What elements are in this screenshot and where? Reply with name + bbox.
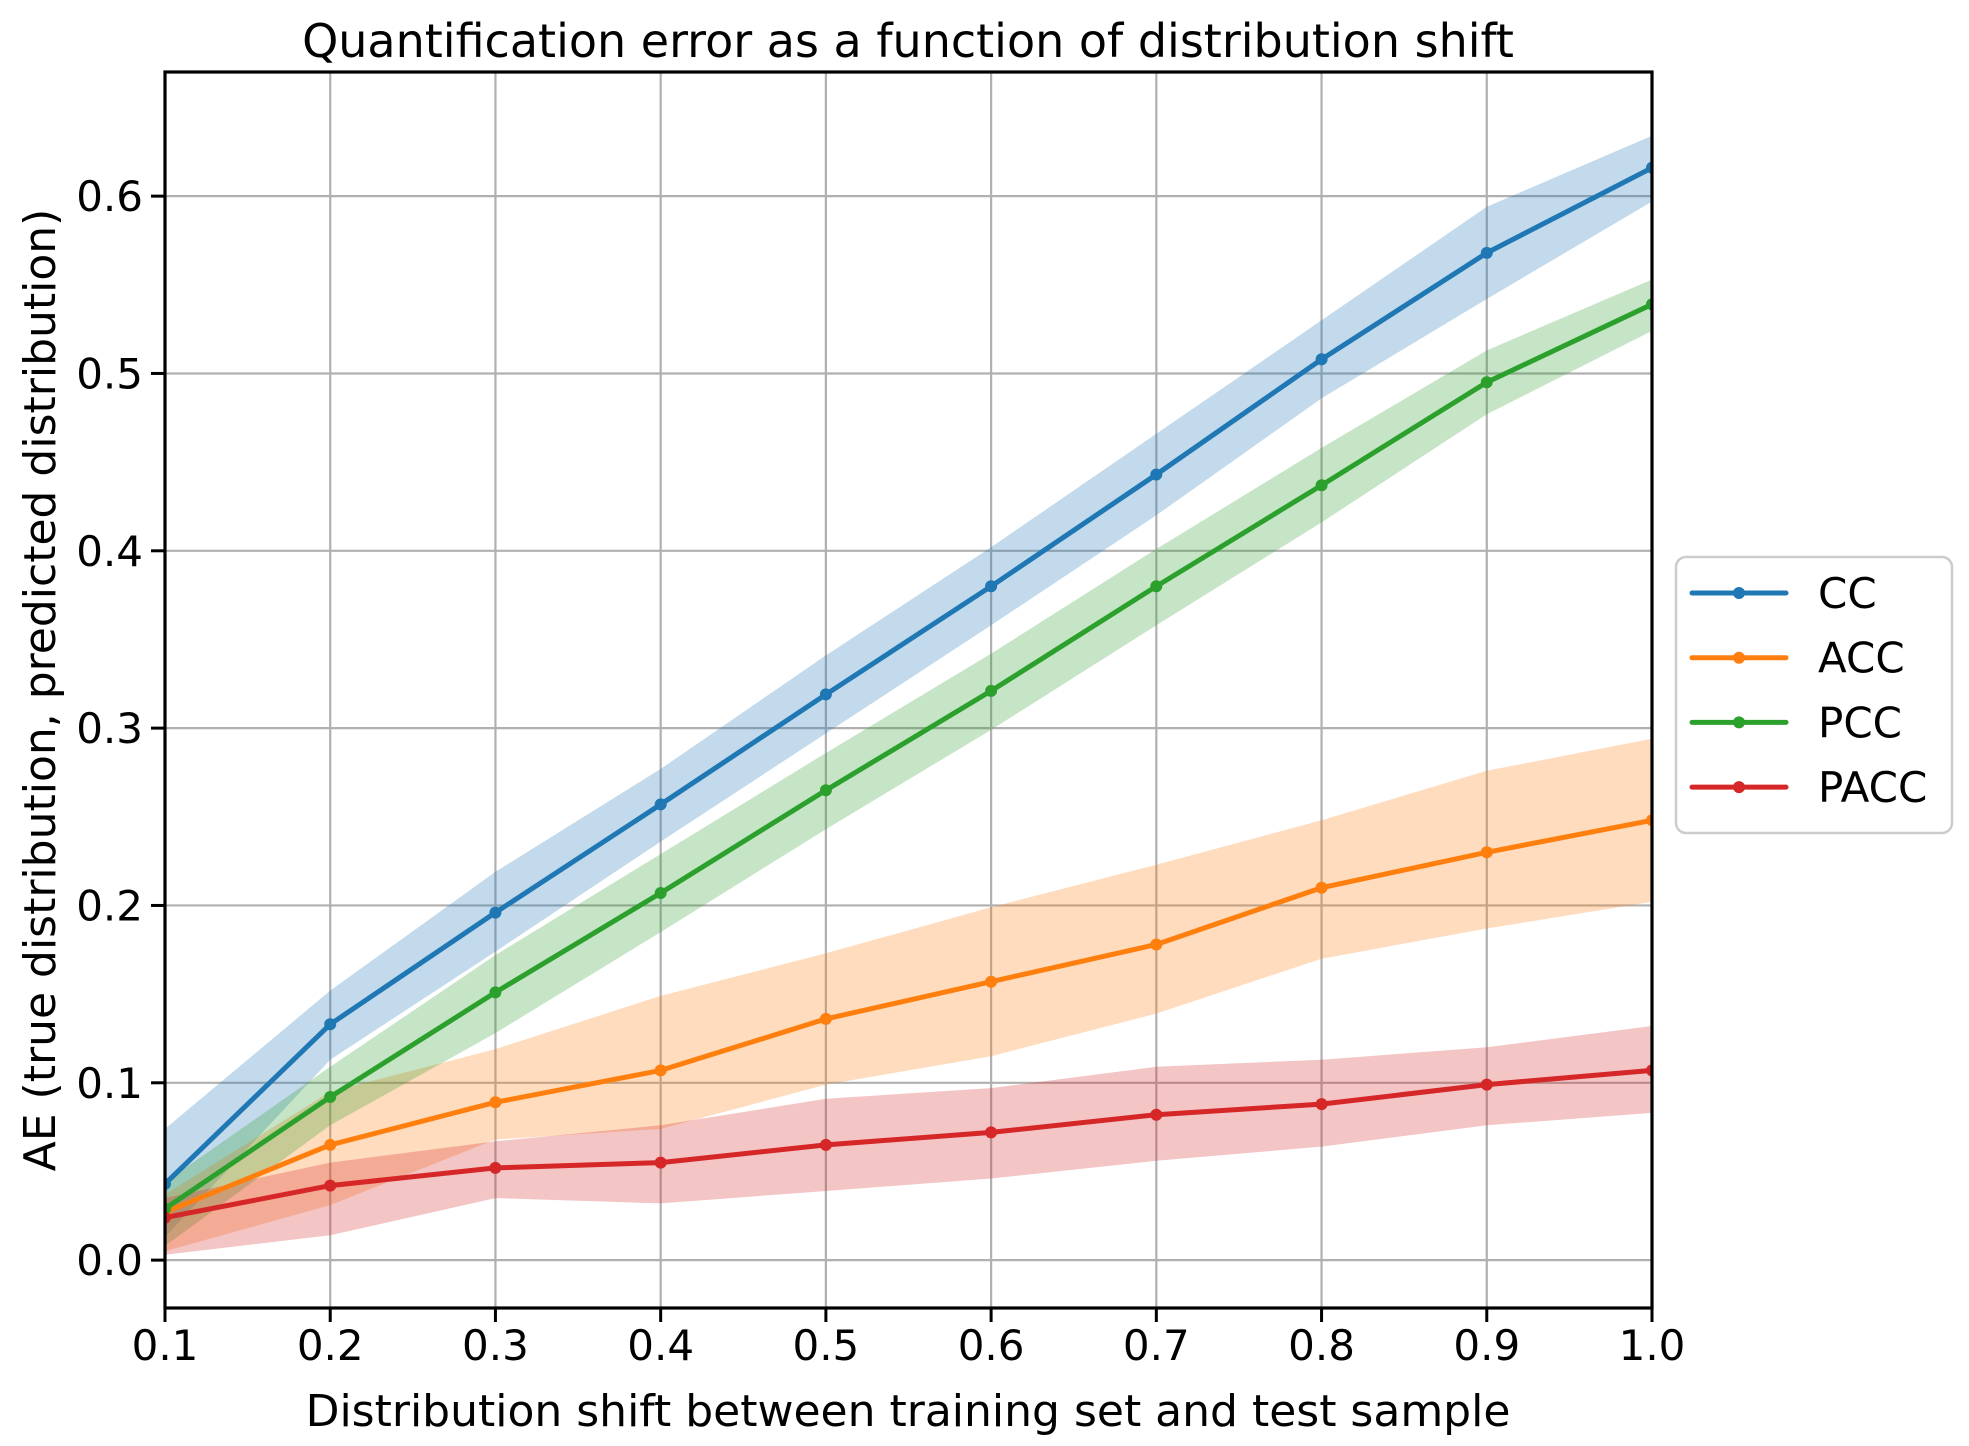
x-tick-label: 0.6 <box>958 1321 1025 1370</box>
series-lines <box>165 161 1652 1224</box>
legend-item-acc: ACC <box>1689 634 1905 683</box>
x-tick-label: 0.3 <box>462 1321 529 1370</box>
pcc-marker <box>654 887 667 899</box>
pcc-band <box>165 279 1652 1246</box>
x-tick-label: 0.5 <box>792 1321 859 1370</box>
y-tick-label: 0.6 <box>76 172 143 221</box>
chart-title: Quantification error as a function of di… <box>302 14 1514 68</box>
acc-marker <box>819 1012 832 1025</box>
cc-marker <box>1150 468 1163 481</box>
pacc-marker <box>1315 1098 1328 1111</box>
pcc-marker <box>985 684 998 697</box>
pacc-marker <box>1150 1108 1163 1121</box>
acc-marker <box>324 1138 337 1151</box>
legend: CC ACC PCC PACC <box>1674 555 1954 835</box>
cc-marker <box>1480 246 1493 259</box>
pacc-marker <box>489 1161 502 1174</box>
x-axis: 0.1 0.2 0.3 0.4 0.5 0.6 0.7 0.8 0.9 1.0 <box>132 1308 1686 1370</box>
cc-marker <box>489 906 502 919</box>
plot-area: 0.1 0.2 0.3 0.4 0.5 0.6 0.7 0.8 0.9 1.00.00.10.20… <box>76 70 1954 1370</box>
pacc-marker <box>985 1126 998 1139</box>
legend-label-pacc: PACC <box>1818 763 1927 812</box>
legend-item-cc: CC <box>1689 569 1877 618</box>
x-tick-label: 0.2 <box>297 1321 364 1370</box>
pcc-marker <box>1150 580 1163 593</box>
x-tick-label: 1.0 <box>1619 1321 1686 1370</box>
pcc-marker <box>489 986 502 999</box>
pacc-marker <box>654 1156 667 1169</box>
y-axis: 0.0 0.1 0.2 0.3 0.4 0.5 0.6 <box>76 172 165 1285</box>
legend-label-cc: CC <box>1818 569 1877 618</box>
x-tick-label: 0.4 <box>627 1321 694 1370</box>
y-tick-label: 0.1 <box>76 1059 143 1108</box>
x-tick-label: 0.1 <box>132 1321 199 1370</box>
legend-label-pcc: PCC <box>1818 698 1902 747</box>
cc-marker <box>324 1018 337 1031</box>
legend-marker-pcc <box>1733 716 1745 729</box>
legend-marker-acc <box>1733 651 1745 664</box>
cc-band <box>165 135 1652 1238</box>
y-tick-label: 0.4 <box>76 527 143 576</box>
pacc-line <box>165 1067 1652 1221</box>
acc-marker <box>985 975 998 988</box>
pcc-marker <box>1480 376 1493 389</box>
y-tick-label: 0.5 <box>76 349 143 398</box>
pcc-marker <box>1315 479 1328 492</box>
legend-marker-cc <box>1733 587 1745 599</box>
cc-marker <box>654 798 667 811</box>
x-axis-label: Distribution shift between training set … <box>306 1386 1511 1437</box>
legend-box <box>1674 555 1954 835</box>
acc-band <box>165 738 1652 1252</box>
acc-marker <box>1480 846 1493 859</box>
legend-item-pacc: PACC <box>1689 763 1927 812</box>
x-tick-label: 0.8 <box>1288 1321 1355 1370</box>
y-tick-label: 0.0 <box>76 1236 143 1285</box>
plot-frame <box>163 70 1654 1310</box>
pacc-marker <box>1480 1078 1493 1091</box>
pacc-marker <box>324 1179 337 1192</box>
pcc-line <box>165 301 1652 1212</box>
acc-marker <box>489 1096 502 1109</box>
legend-marker-pacc <box>1733 781 1745 794</box>
cc-marker <box>1315 353 1328 366</box>
y-axis-label: AE (true distribution, predicted distrib… <box>15 209 66 1172</box>
acc-marker <box>1315 881 1328 894</box>
acc-marker <box>654 1064 667 1077</box>
acc-marker <box>1150 938 1163 951</box>
y-tick-label: 0.3 <box>76 704 143 753</box>
legend-label-acc: ACC <box>1818 634 1905 683</box>
x-tick-label: 0.7 <box>1123 1321 1190 1370</box>
pacc-marker <box>819 1138 832 1151</box>
confidence-bands <box>165 135 1652 1255</box>
cc-marker <box>819 688 832 701</box>
pcc-marker <box>324 1091 337 1103</box>
legend-item-pcc: PCC <box>1689 698 1902 747</box>
cc-line <box>165 165 1652 1187</box>
y-tick-label: 0.2 <box>76 881 143 930</box>
acc-line <box>165 817 1652 1215</box>
cc-marker <box>985 580 998 593</box>
x-tick-label: 0.9 <box>1453 1321 1520 1370</box>
pcc-marker <box>819 784 832 797</box>
